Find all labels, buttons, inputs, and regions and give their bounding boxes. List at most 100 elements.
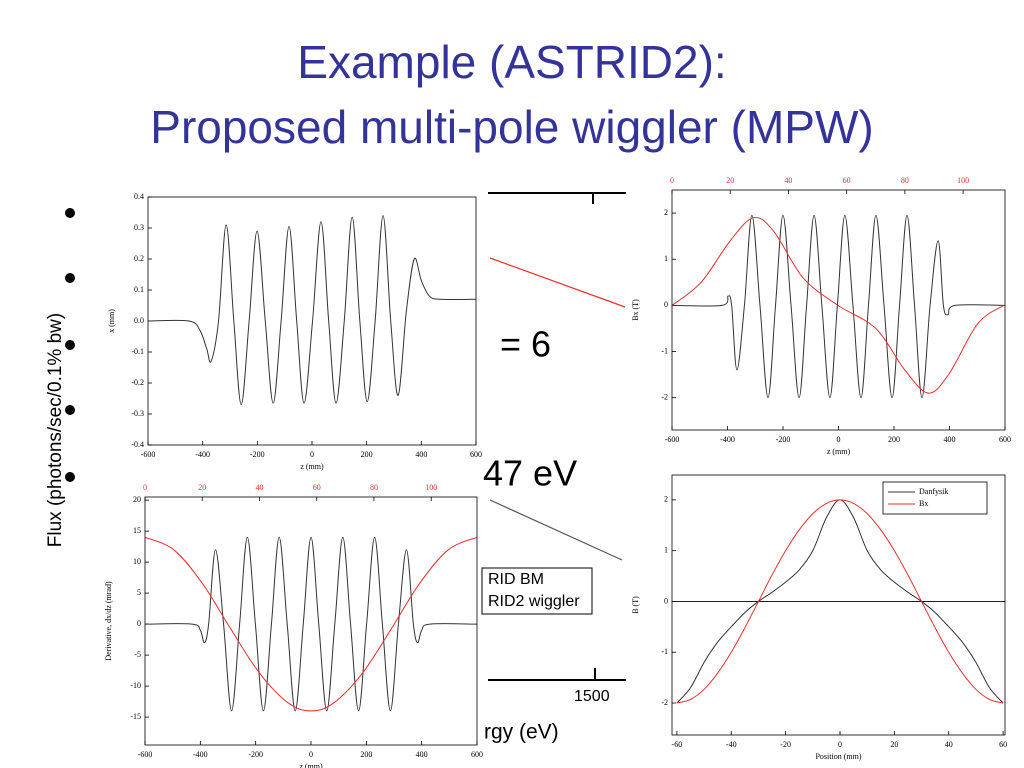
title-line: Example (ASTRID2):: [297, 36, 726, 88]
series-line: [145, 536, 477, 712]
y-tick-label: 0.0: [134, 316, 144, 325]
series-line: [672, 216, 1005, 394]
y-tick-label: 20: [133, 495, 141, 504]
bullet: [65, 472, 75, 482]
y-tick-label: 1: [664, 254, 668, 263]
plot-frame: [147, 196, 477, 446]
y-tick-label: 0: [664, 300, 668, 309]
x2-tick-label: 80: [370, 483, 378, 492]
x-tick-label: -200: [250, 450, 265, 459]
curve: [489, 499, 623, 561]
fragment: RID2 wiggler: [488, 593, 580, 610]
bullet: [65, 208, 75, 218]
plot-frame: [144, 496, 478, 746]
chart: -0.4 -0.3 -0.2 -0.1 0.0 0.1 0.2 0.3 0.4 -600 -400 -…: [95, 185, 482, 480]
y-axis-label: Derivative, dx/dz (mrad): [104, 581, 113, 661]
plot-frame: [671, 474, 1006, 736]
y-axis-label: Bx (T): [631, 299, 640, 321]
x2-tick-label: 0: [670, 176, 674, 185]
legend-label: Danfysik: [919, 487, 948, 496]
x-tick-label: 200: [361, 450, 373, 459]
x2-tick-label: 80: [901, 176, 909, 185]
x2-tick-label: 0: [143, 483, 147, 492]
fragment: 1500: [574, 688, 610, 705]
chart: -2 -1 0 1 2 -60 -40 -20 0 20 40 60 Position (mm) B (T…: [630, 462, 1024, 768]
y-tick-label: 15: [133, 526, 141, 535]
x-tick-label: 600: [471, 750, 483, 759]
bullet: [65, 273, 75, 283]
background-chart: = 6 47 eV RID BM RID2 wiggler 1500 rgy (…: [481, 192, 626, 744]
y-tick-label: -2: [661, 698, 668, 707]
chart-background: [630, 170, 1024, 460]
x-tick-label: -400: [195, 450, 210, 459]
y-tick-label: 10: [133, 557, 141, 566]
y-tick-label: -15: [130, 712, 141, 721]
x-tick-label: 400: [416, 750, 428, 759]
x-axis-label: Position (mm): [815, 752, 861, 761]
y-tick-label: 0: [664, 596, 668, 605]
fragment: = 6: [500, 324, 551, 365]
y-tick-label: -10: [130, 681, 141, 690]
chart-background: [95, 185, 480, 480]
legend-box: [882, 481, 988, 515]
y-tick-label: -0.4: [131, 440, 144, 449]
x-tick-label: 60: [999, 740, 1007, 749]
curve: [489, 257, 626, 308]
x-tick-label: 400: [944, 435, 956, 444]
x-axis-label: z (mm): [300, 462, 324, 471]
plot-frame: [671, 189, 1006, 431]
bullet: [65, 405, 75, 415]
x-tick-label: -60: [672, 740, 683, 749]
x-tick-label: 200: [888, 435, 900, 444]
y-tick-label: 5: [137, 588, 141, 597]
series-line: [676, 499, 1004, 704]
y-tick-label: 0.3: [134, 223, 144, 232]
x-tick-label: -600: [141, 450, 156, 459]
x-tick-label: 20: [890, 740, 898, 749]
chart: -2 -1 0 1 2 -600 -400 -200 0 200 400 600 0 20 40 60 80 10…: [630, 170, 1024, 460]
x-axis-label: z (mm): [827, 447, 851, 456]
x-tick-label: -200: [776, 435, 791, 444]
x-tick-label: -600: [665, 435, 680, 444]
x-axis-label: z (mm): [299, 762, 323, 768]
series-line: [148, 215, 476, 406]
x-tick-label: 40: [945, 740, 953, 749]
x-tick-label: 0: [838, 740, 842, 749]
bullets: [65, 208, 75, 482]
flux-axis-label: Flux (photons/sec/0.1% bw): [45, 313, 66, 547]
y-axis-label: x (mm): [107, 309, 116, 333]
x2-tick-label: 40: [784, 176, 792, 185]
y-tick-label: 2: [664, 208, 668, 217]
fragment: RID BM: [488, 571, 544, 588]
series-line: [145, 536, 477, 712]
x-tick-label: 0: [310, 450, 314, 459]
y-axis-label: B (T): [631, 596, 640, 614]
y-tick-label: 1: [664, 545, 668, 554]
x2-tick-label: 100: [957, 176, 969, 185]
y-tick-label: -0.3: [131, 409, 144, 418]
legend-box: [481, 567, 593, 615]
y-tick-label: 0.2: [134, 254, 144, 263]
x-tick-label: 600: [470, 450, 482, 459]
x-tick-label: 0: [837, 435, 841, 444]
x-tick-label: 600: [999, 435, 1011, 444]
x-tick-label: -200: [248, 750, 263, 759]
x-tick-label: 400: [415, 450, 427, 459]
x-tick-label: -40: [726, 740, 737, 749]
fragment: rgy (eV): [484, 721, 559, 744]
y-tick-label: 0: [137, 619, 141, 628]
y-tick-label: -5: [134, 650, 141, 659]
fragment: 47 eV: [483, 453, 577, 494]
y-tick-label: -0.1: [131, 347, 144, 356]
x2-tick-label: 100: [425, 483, 437, 492]
y-tick-label: -1: [661, 647, 668, 656]
y-tick-label: 0.1: [134, 285, 144, 294]
bullet: [65, 340, 75, 350]
x-tick-label: -20: [780, 740, 791, 749]
x2-tick-label: 60: [843, 176, 851, 185]
x2-tick-label: 60: [313, 483, 321, 492]
title-line: Proposed multi-pole wiggler (MPW): [150, 101, 873, 153]
